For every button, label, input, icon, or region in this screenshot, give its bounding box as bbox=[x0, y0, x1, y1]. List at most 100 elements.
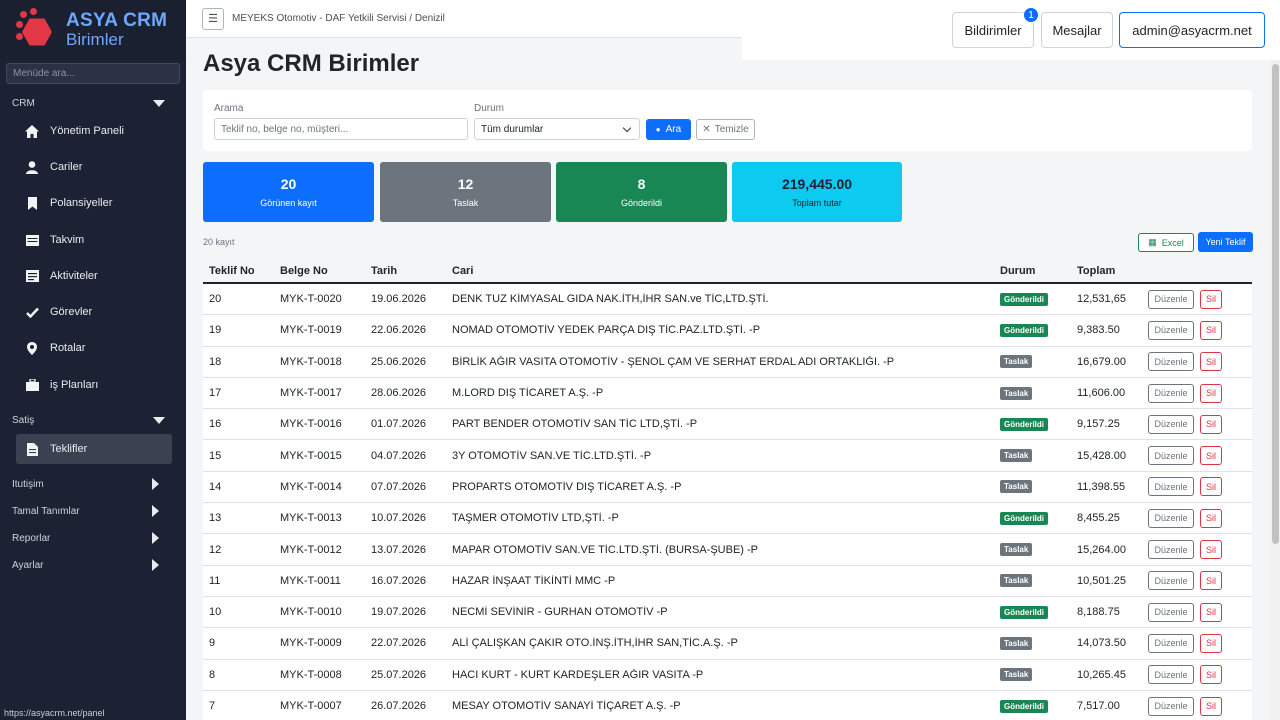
section-ayarlar[interactable]: Ayarlar bbox=[0, 558, 186, 572]
edit-button[interactable]: Düzenle bbox=[1148, 633, 1194, 653]
section-satis[interactable]: Satiş bbox=[0, 413, 186, 427]
stat-value: 219,445.00 bbox=[781, 176, 853, 192]
table-header: Teklif No Belge No Tarih Cari Durum Topl… bbox=[203, 259, 1252, 284]
table-row[interactable]: 16 MYK-T-0016 01.07.2026 PART BENDER OTOMOT… bbox=[203, 409, 1252, 441]
delete-button[interactable]: Sil bbox=[1200, 352, 1222, 372]
table-row[interactable]: 11 MYK-T-0011 16.07.2026 HAZAR İNŞAAT TİKİN… bbox=[203, 565, 1252, 597]
table-row[interactable]: 13 MYK-T-0013 10.07.2026 TAŞMER OTOMOTİV LT… bbox=[203, 503, 1252, 535]
delete-button[interactable]: Sil bbox=[1200, 508, 1222, 528]
section-iletisim[interactable]: Itutişim bbox=[0, 477, 186, 491]
chevron-down-icon bbox=[622, 123, 632, 133]
column-header[interactable]: Teklif No bbox=[209, 264, 255, 277]
delete-button[interactable]: Sil bbox=[1200, 633, 1222, 653]
column-header[interactable]: Toplam bbox=[1077, 264, 1116, 277]
delete-button[interactable]: Sil bbox=[1200, 477, 1222, 497]
table-row[interactable]: 8 MYK-T-0008 25.07.2026 HACI KURT - KURT KA… bbox=[203, 659, 1252, 691]
table-row[interactable]: 17 MYK-T-0017 28.06.2026 M.LORD DIŞ TİCARET… bbox=[203, 377, 1252, 410]
sidebar-item-rotalar[interactable]: Rotalar bbox=[16, 333, 172, 363]
delete-button[interactable]: Sil bbox=[1200, 696, 1222, 716]
sidebar-item-takvim[interactable]: Takvim bbox=[16, 225, 172, 255]
section-label: Reporlar bbox=[12, 532, 51, 544]
user-menu-button[interactable]: admin@asyacrm.net bbox=[1119, 12, 1265, 48]
cell-cari: NOMAD OTOMOTİV YEDEK PARÇA DIŞ TİC.PAZ.L… bbox=[452, 324, 761, 337]
search-button-label: Ara bbox=[665, 124, 682, 135]
cell-cari: MAPAR OTOMOTİV SAN.VE TİC.LTD.ŞTİ. (BURS… bbox=[452, 543, 759, 556]
cell-cari: PROPARTS OTOMOTİV DIŞ TİCARET A.Ş. -P bbox=[452, 480, 682, 493]
table-row[interactable]: 19 MYK-T-0019 22.06.2026 NOMAD OTOMOTİV YED… bbox=[203, 315, 1252, 347]
search-icon: ● bbox=[655, 125, 661, 134]
cell-teklif-no: 10 bbox=[209, 606, 222, 619]
section-raporlar[interactable]: Reporlar bbox=[0, 531, 186, 545]
section-tanimlar[interactable]: Tamal Tanımlar bbox=[0, 504, 186, 518]
cell-toplam: 16,679.00 bbox=[1077, 355, 1126, 368]
excel-export-button[interactable]: ▦ Excel bbox=[1138, 233, 1194, 252]
delete-button[interactable]: Sil bbox=[1200, 289, 1222, 309]
cell-teklif-no: 20 bbox=[209, 293, 222, 306]
edit-button[interactable]: Düzenle bbox=[1148, 696, 1194, 716]
column-header[interactable]: Tarih bbox=[371, 264, 398, 277]
section-label: Ayarlar bbox=[12, 559, 44, 571]
table-row[interactable]: 9 MYK-T-0009 22.07.2026 ALİ ÇALIŞKAN ÇAKIR … bbox=[203, 628, 1252, 660]
column-header[interactable]: Durum bbox=[1000, 264, 1036, 277]
sidebar-item-aktiviteler[interactable]: Aktiviteler bbox=[16, 261, 172, 291]
cell-belge-no: MYK-T-0008 bbox=[280, 668, 342, 681]
search-button[interactable]: ● Ara bbox=[646, 119, 691, 140]
notifications-button[interactable]: Bildirimler 1 bbox=[952, 7, 1039, 48]
sidebar-item-cariler[interactable]: Cariler bbox=[16, 152, 172, 182]
delete-button[interactable]: Sil bbox=[1200, 383, 1222, 403]
table-row[interactable]: 15 MYK-T-0015 04.07.2026 3Y OTOMOTİV SAN.VE… bbox=[203, 440, 1252, 472]
column-header[interactable]: Belge No bbox=[280, 264, 328, 277]
delete-button[interactable]: Sil bbox=[1200, 320, 1222, 340]
sidebar-item-polansiyeller[interactable]: Polansiyeller bbox=[16, 188, 172, 218]
edit-button[interactable]: Düzenle bbox=[1148, 477, 1194, 497]
delete-button[interactable]: Sil bbox=[1200, 540, 1222, 560]
edit-button[interactable]: Düzenle bbox=[1148, 383, 1194, 403]
sidebar-item-teklifler[interactable]: Teklifler bbox=[16, 434, 172, 464]
sidebar-item-yonetim-paneli[interactable]: Yönetim Paneli bbox=[16, 116, 172, 146]
cell-toplam: 8,188.75 bbox=[1077, 606, 1120, 619]
sidebar-item-gorevler[interactable]: Görevler bbox=[16, 297, 172, 327]
menu-toggle-button[interactable]: ☰ bbox=[202, 7, 224, 30]
edit-button[interactable]: Düzenle bbox=[1148, 289, 1194, 309]
clear-button[interactable]: ✕ Temizle bbox=[696, 119, 755, 140]
edit-button[interactable]: Düzenle bbox=[1148, 446, 1194, 466]
cell-cari: TAŞMER OTOMOTİV LTD,ŞTİ. -P bbox=[452, 512, 619, 525]
edit-button[interactable]: Düzenle bbox=[1148, 665, 1194, 685]
new-quote-button[interactable]: Yeni Teklif bbox=[1198, 232, 1253, 252]
table-row[interactable]: 18 MYK-T-0018 25.06.2026 BİRLİK AĞIR VASITA… bbox=[203, 346, 1252, 378]
edit-button[interactable]: Düzenle bbox=[1148, 571, 1194, 591]
cell-tarih: 22.06.2026 bbox=[371, 324, 427, 337]
edit-button[interactable]: Düzenle bbox=[1148, 352, 1194, 372]
edit-button[interactable]: Düzenle bbox=[1148, 414, 1194, 434]
section-crm[interactable]: CRM bbox=[0, 96, 186, 110]
table-row[interactable]: 10 MYK-T-0010 19.07.2026 NECMİ SEVİNİR - GU… bbox=[203, 596, 1252, 629]
scrollbar-thumb[interactable] bbox=[1272, 64, 1279, 544]
cell-teklif-no: 7 bbox=[209, 700, 216, 712]
table-row[interactable]: 12 MYK-T-0012 13.07.2026 MAPAR OTOMOTİV SAN… bbox=[203, 534, 1252, 566]
delete-button[interactable]: Sil bbox=[1200, 571, 1222, 591]
sidebar-item-is-planlari[interactable]: iş Planları bbox=[16, 370, 172, 400]
delete-button[interactable]: Sil bbox=[1200, 414, 1222, 434]
table-row[interactable]: 14 MYK-T-0014 07.07.2026 PROPARTS OTOMOTİV … bbox=[203, 471, 1252, 504]
search-input[interactable]: Teklif no, belge no, müşteri... bbox=[214, 118, 468, 140]
edit-button[interactable]: Düzenle bbox=[1148, 602, 1194, 622]
table-row[interactable]: 20 MYK-T-0020 19.06.2026 DENK TUZ KİMYASAL … bbox=[203, 284, 1252, 316]
edit-button[interactable]: Düzenle bbox=[1148, 508, 1194, 528]
cell-tarih: 16.07.2026 bbox=[371, 574, 427, 587]
app-logo[interactable]: ASYA CRM Birimler bbox=[0, 0, 186, 60]
row-actions: Düzenle Sil bbox=[1148, 696, 1252, 716]
menu-search-input[interactable]: Menüde ara... bbox=[6, 63, 180, 84]
delete-button[interactable]: Sil bbox=[1200, 665, 1222, 685]
delete-button[interactable]: Sil bbox=[1200, 446, 1222, 466]
row-actions: Düzenle Sil bbox=[1148, 665, 1252, 685]
messages-button[interactable]: Mesajlar bbox=[1041, 12, 1113, 48]
cell-durum: Taslak bbox=[994, 480, 1071, 494]
cell-durum: Gönderildi bbox=[994, 417, 1071, 431]
calendar-icon bbox=[24, 232, 40, 248]
delete-button[interactable]: Sil bbox=[1200, 602, 1222, 622]
edit-button[interactable]: Düzenle bbox=[1148, 540, 1194, 560]
status-select[interactable]: Tüm durumlar bbox=[474, 118, 640, 140]
table-row[interactable]: 7 MYK-T-0007 26.07.2026 MESAY OTOMOTİV SANA… bbox=[203, 690, 1252, 720]
column-header[interactable]: Cari bbox=[452, 264, 474, 277]
edit-button[interactable]: Düzenle bbox=[1148, 320, 1194, 340]
